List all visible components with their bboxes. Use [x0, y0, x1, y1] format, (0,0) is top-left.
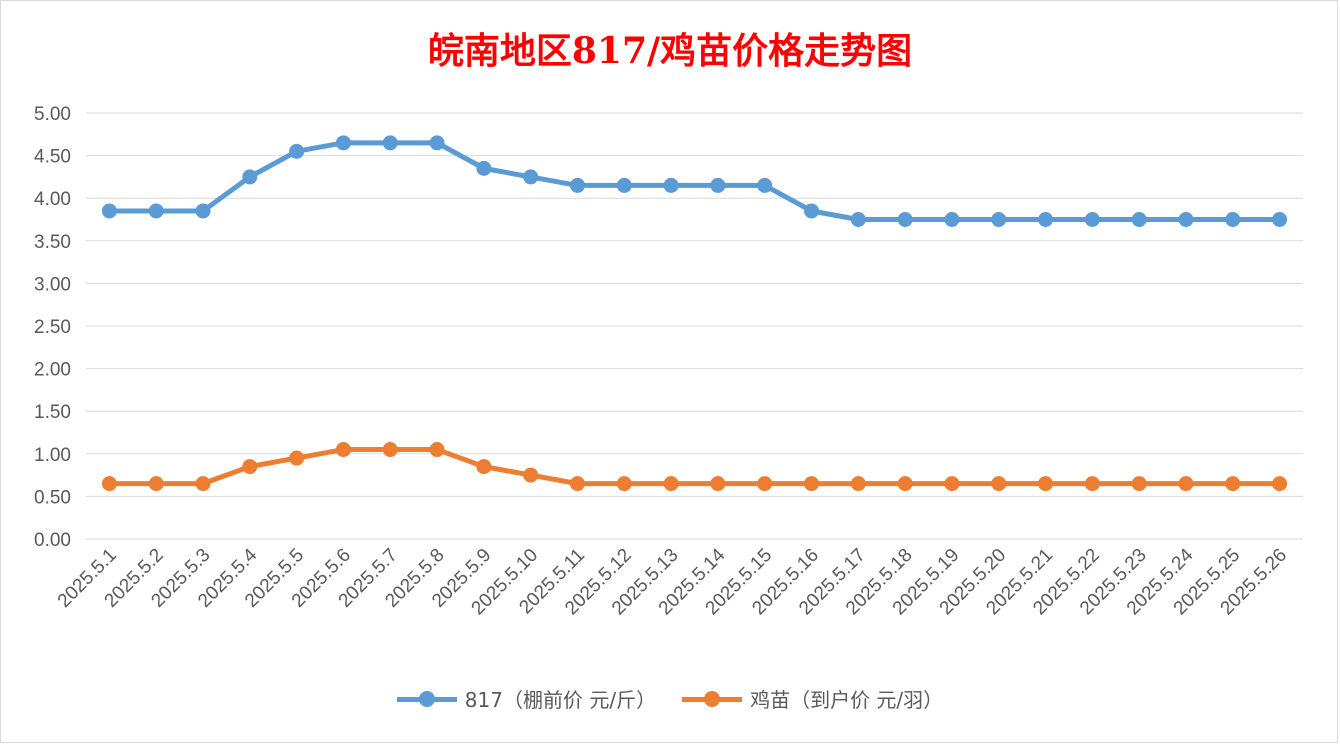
data-point-0: [944, 212, 960, 227]
line-chart: 0.00 0.50 1.00 1.50 2.00 2.50 3.00 3.50 4.00 4.50…: [34, 104, 1303, 619]
data-point-0: [569, 177, 585, 193]
data-point-1: [663, 476, 679, 492]
legend: 817（棚前价 元/斤） 鸡苗（到户价 元/羽）: [0, 684, 1340, 713]
y-tick-label: 1.00: [34, 445, 71, 466]
y-tick-label: 4.50: [34, 147, 71, 168]
data-point-0: [1178, 212, 1194, 227]
legend-label-chick: 鸡苗（到户价 元/羽）: [750, 688, 944, 712]
chart-title: 皖南地区817/鸡苗价格走势图: [427, 30, 913, 72]
data-point-0: [523, 169, 539, 185]
data-point-0: [195, 203, 211, 219]
data-point-1: [195, 476, 211, 492]
data-point-1: [804, 476, 820, 492]
data-point-0: [1225, 212, 1241, 227]
y-tick-label: 4.00: [34, 189, 71, 210]
data-point-1: [569, 476, 585, 492]
data-point-1: [757, 476, 773, 492]
y-tick-label: 0.50: [34, 487, 71, 508]
data-point-0: [1038, 212, 1054, 227]
data-point-0: [710, 177, 726, 193]
data-point-0: [991, 212, 1007, 227]
data-point-0: [476, 160, 492, 176]
data-point-1: [897, 476, 913, 492]
data-point-0: [850, 212, 866, 227]
data-point-0: [616, 177, 632, 193]
data-point-1: [101, 476, 117, 492]
data-point-1: [523, 467, 539, 483]
data-point-0: [242, 169, 258, 185]
data-point-1: [1178, 476, 1194, 492]
y-tick-label: 3.00: [34, 274, 71, 295]
y-tick-label: 0.00: [34, 530, 71, 551]
y-tick-label: 2.50: [34, 317, 71, 338]
y-tick-label: 1.50: [34, 402, 71, 423]
data-point-1: [1225, 476, 1241, 492]
legend-item-817: 817（棚前价 元/斤）: [396, 684, 657, 713]
legend-item-chick: 鸡苗（到户价 元/羽）: [682, 684, 943, 713]
series-line-1: [106, 447, 1283, 487]
data-point-1: [1038, 476, 1054, 492]
legend-swatch-chick: [682, 688, 743, 710]
data-point-0: [663, 177, 679, 193]
data-point-1: [242, 459, 258, 475]
data-point-0: [101, 203, 117, 219]
data-point-0: [897, 212, 913, 227]
data-point-0: [757, 177, 773, 193]
data-point-0: [429, 135, 445, 151]
data-point-0: [1084, 212, 1100, 227]
data-point-0: [1272, 212, 1288, 227]
data-point-1: [382, 442, 398, 458]
y-tick-label: 2.00: [34, 360, 71, 381]
data-point-1: [991, 476, 1007, 492]
data-point-0: [289, 143, 305, 159]
data-point-1: [944, 476, 960, 492]
data-point-1: [850, 476, 866, 492]
data-point-1: [1272, 476, 1288, 492]
data-point-1: [1084, 476, 1100, 492]
series-line-0: [106, 140, 1283, 222]
data-point-0: [1131, 212, 1147, 227]
data-point-1: [1131, 476, 1147, 492]
data-point-1: [429, 442, 445, 458]
data-point-0: [148, 203, 164, 219]
legend-label-817: 817（棚前价 元/斤）: [464, 688, 657, 712]
data-point-1: [289, 450, 305, 466]
y-tick-label: 3.50: [34, 232, 71, 253]
data-point-1: [335, 442, 351, 458]
data-point-0: [382, 135, 398, 151]
y-tick-label: 5.00: [34, 104, 71, 125]
data-point-1: [148, 476, 164, 492]
data-point-0: [804, 203, 820, 219]
legend-swatch-817: [396, 688, 457, 710]
data-point-1: [616, 476, 632, 492]
data-point-1: [710, 476, 726, 492]
data-point-0: [335, 135, 351, 151]
data-point-1: [476, 459, 492, 475]
